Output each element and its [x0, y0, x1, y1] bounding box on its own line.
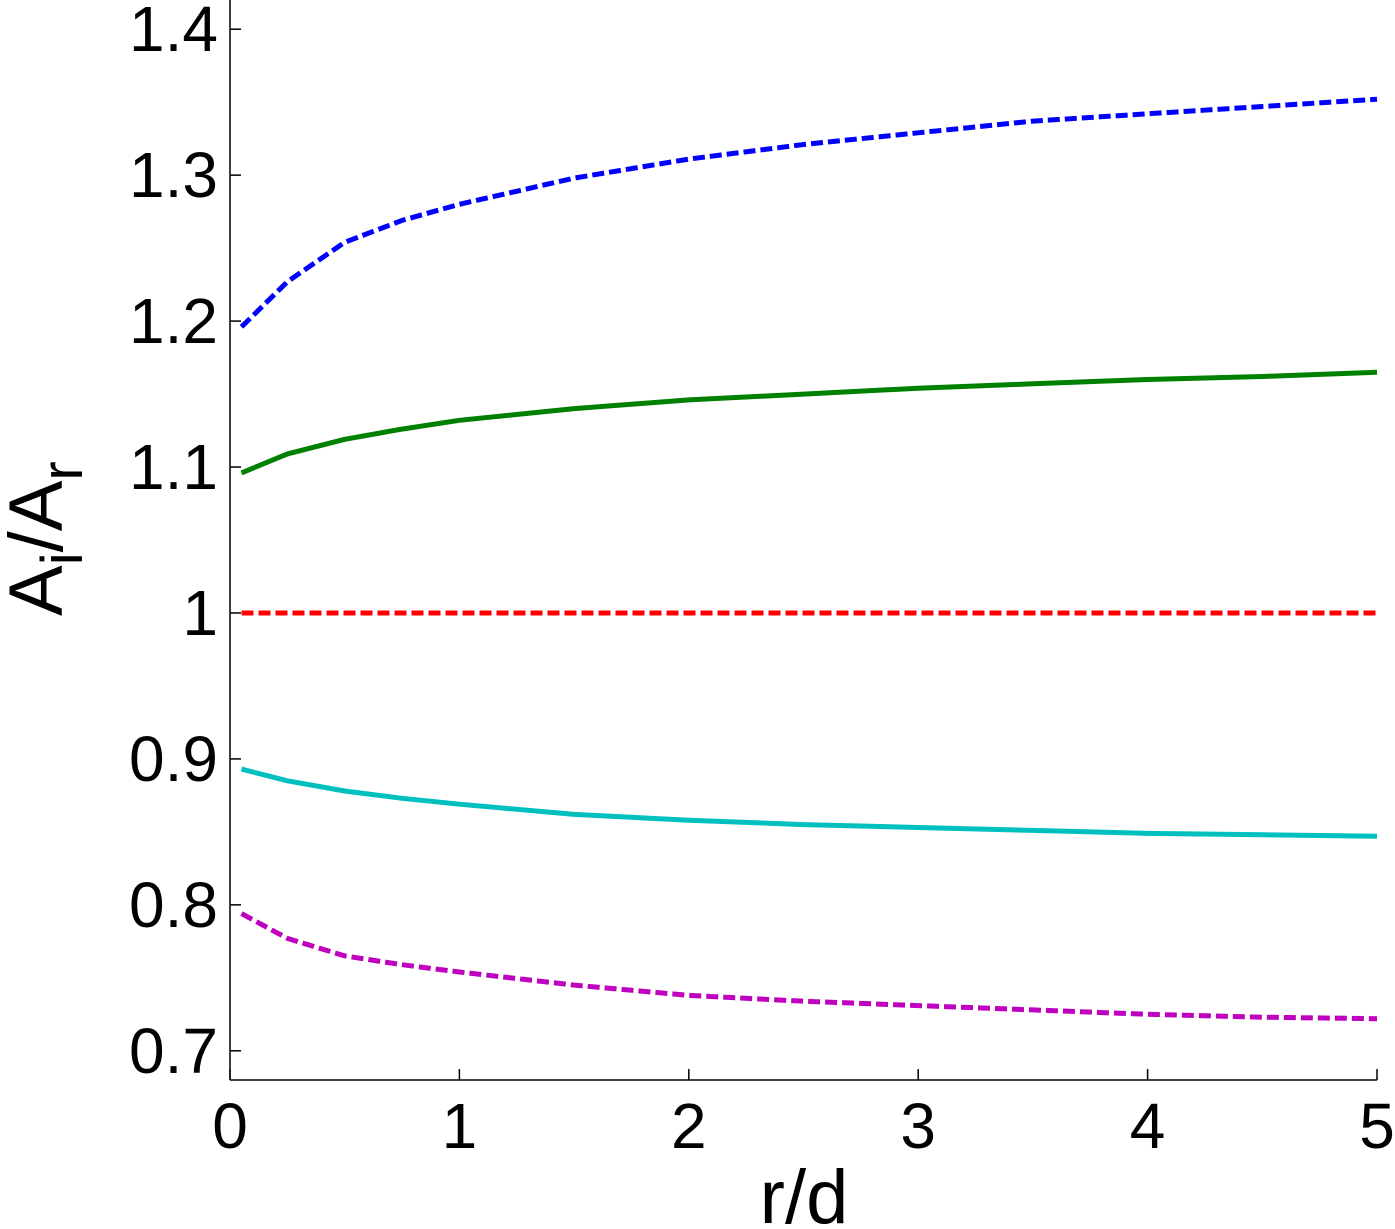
y-ticks: 0.7 0.8 0.9 1 1.1 1.2 1.3 1.4 [129, 0, 241, 1087]
x-tick-label: 5 [1359, 1090, 1395, 1162]
x-tick-label: 0 [212, 1090, 248, 1162]
y-tick-label: 1.1 [129, 431, 218, 503]
y-axis-title: Ai/Ar [0, 461, 95, 616]
x-tick-label: 2 [671, 1090, 707, 1162]
x-tick-label: 1 [442, 1090, 478, 1162]
series-line-2 [240, 369, 1378, 476]
y-tick-label: 1.2 [129, 285, 218, 357]
series-line-5 [240, 911, 1378, 1022]
y-tick-label: 0.7 [129, 1015, 218, 1087]
y-axis-title-base: A [0, 565, 79, 616]
y-axis-title-sub-i: i [30, 552, 95, 565]
x-axis-title: r/d [760, 1155, 849, 1229]
y-tick-label: 1.4 [129, 0, 218, 65]
y-tick-label: 0.8 [129, 869, 218, 941]
axes [229, 0, 1377, 1081]
y-axis-title-slash: /A [0, 480, 79, 552]
y-tick-label: 1.3 [129, 139, 218, 211]
x-ticks: 0 1 2 3 4 5 [212, 1069, 1395, 1162]
series-line-1 [239, 96, 1378, 329]
y-tick-label: 1 [182, 577, 218, 649]
x-tick-label: 4 [1130, 1090, 1166, 1162]
x-tick-label: 3 [900, 1090, 936, 1162]
y-axis-title-sub-r: r [30, 461, 95, 480]
series-line-4 [240, 766, 1378, 839]
y-tick-label: 0.9 [129, 723, 218, 795]
series-layer [239, 96, 1378, 1022]
